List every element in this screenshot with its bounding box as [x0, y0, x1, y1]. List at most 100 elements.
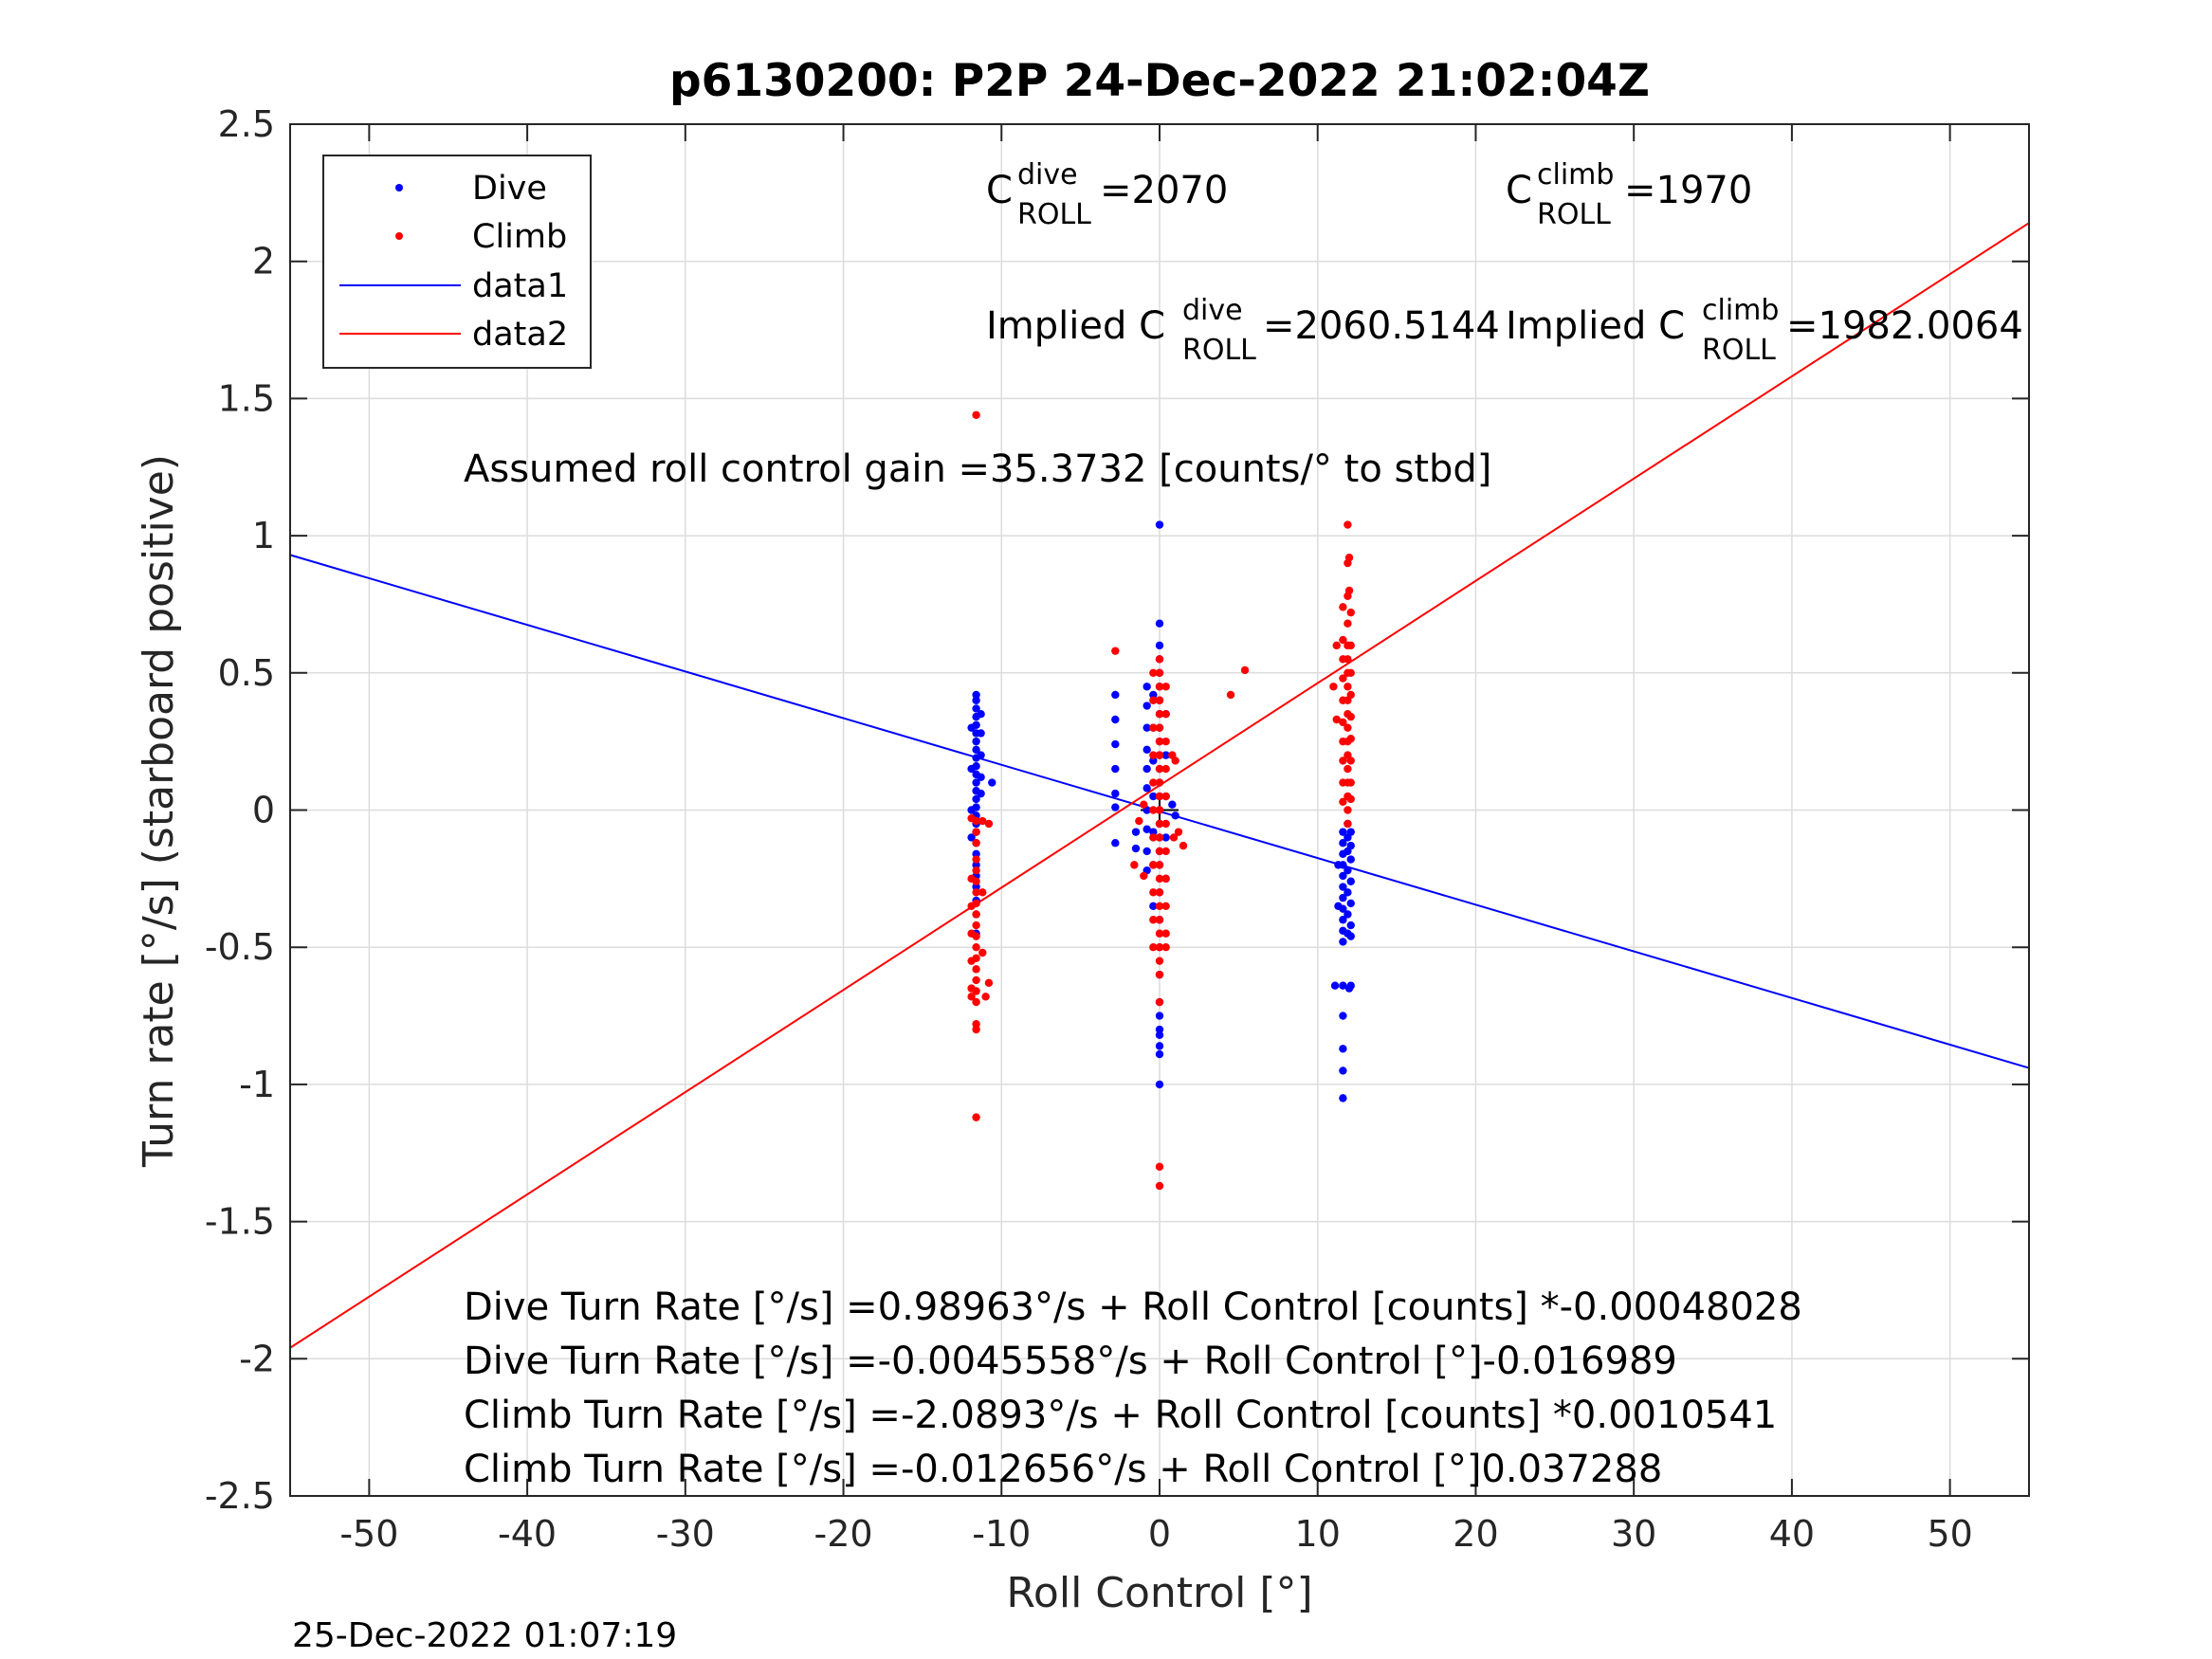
climb-point [1155, 655, 1164, 664]
implied-climb-value: =1982.0064 [1786, 304, 2023, 348]
dive-point [967, 806, 976, 814]
dive-point [1155, 1042, 1164, 1050]
dive-point [972, 745, 980, 755]
climb-point [1130, 861, 1139, 869]
dive-point [1346, 932, 1355, 940]
climb-point [1155, 737, 1164, 746]
c-dive-value: =2070 [1100, 169, 1228, 212]
climb-point [1344, 806, 1352, 814]
dive-point [967, 833, 976, 842]
legend-dive-label: Dive [472, 170, 547, 208]
y-tick-label: -1.5 [205, 1201, 275, 1243]
dive-point [1149, 828, 1158, 836]
climb-point [981, 993, 990, 1001]
dive-point [1143, 745, 1151, 755]
climb-point [1169, 833, 1179, 842]
climb-point [1155, 861, 1164, 869]
climb-point [1161, 929, 1170, 938]
climb-point [1161, 683, 1170, 691]
dive-point [1111, 803, 1120, 811]
dive-point [1131, 828, 1141, 836]
climb-point [1344, 819, 1352, 829]
x-tick-label: -10 [972, 1513, 1031, 1555]
climb-point [967, 902, 976, 910]
climb-point [1155, 710, 1164, 719]
legend-data2-label: data2 [472, 316, 568, 354]
implied-c-roll-climb-annotation: Implied C climb ROLL =1982.0064 [1506, 294, 2023, 367]
dive-point [972, 690, 980, 700]
dive-point [1334, 902, 1343, 910]
climb-point [1135, 816, 1143, 826]
dive-point [1346, 828, 1355, 836]
dive-point [1155, 1012, 1164, 1020]
dive-point [972, 883, 980, 891]
climb-point [978, 816, 987, 826]
dive-point [1346, 899, 1355, 908]
climb-point [1332, 715, 1341, 724]
climb-point [1161, 943, 1170, 952]
climb-point [972, 975, 980, 985]
dive-point [1149, 902, 1158, 910]
c-dive-sup: dive [1017, 158, 1078, 191]
climb-point [1346, 735, 1355, 743]
legend-climb-label: Climb [472, 218, 567, 256]
dive-point [1346, 877, 1355, 885]
climb-point [1161, 902, 1170, 910]
dive-point [1161, 833, 1170, 842]
climb-point [1346, 794, 1355, 804]
climb-point [1174, 828, 1183, 836]
dive-point [1339, 1012, 1347, 1020]
climb-point [1171, 757, 1179, 765]
climb-point [1149, 833, 1158, 842]
y-tick-label: 0 [252, 790, 275, 831]
climb-point [1339, 757, 1347, 765]
climb-point [972, 943, 980, 952]
climb-point [1155, 792, 1164, 801]
climb-point [1161, 847, 1170, 856]
legend-dive-marker [395, 184, 403, 191]
dive-point [1149, 690, 1158, 700]
climb-point [1155, 847, 1164, 856]
dive-point [1111, 789, 1120, 798]
climb-point [1161, 737, 1170, 746]
x-tick-label: -50 [339, 1513, 398, 1555]
x-tick-label: -30 [656, 1513, 715, 1555]
implied-c-roll-dive-annotation: Implied C dive ROLL =2060.5144 [986, 294, 1500, 367]
dive-point [972, 778, 980, 787]
implied-climb-sub: ROLL [1702, 334, 1776, 367]
climb-point [1346, 608, 1355, 617]
x-tick-label: -40 [498, 1513, 557, 1555]
dive-point [977, 751, 985, 759]
climb-point [972, 855, 980, 864]
dive-point [1339, 916, 1347, 924]
implied-dive-sup: dive [1182, 294, 1243, 327]
dive-point [1111, 690, 1120, 700]
dive-point [1339, 981, 1347, 990]
climb-point [1344, 554, 1354, 562]
climb-point [1149, 723, 1158, 732]
dive-point [972, 704, 980, 713]
climb-point [1155, 683, 1164, 691]
climb-point [1155, 997, 1164, 1007]
dive-point [1155, 1049, 1164, 1059]
climb-point [1161, 764, 1170, 774]
climb-point [1344, 586, 1354, 595]
climb-point [967, 984, 976, 993]
dive-point [1111, 715, 1120, 724]
climb-point [1149, 778, 1158, 787]
climb-point [972, 1025, 980, 1034]
y-tick-label: 1.5 [218, 377, 275, 419]
climb-point [1161, 874, 1170, 884]
climb-point [967, 813, 976, 823]
x-tick-labels: -50 -40 -30 -20 -10 0 10 20 30 40 50 [339, 1513, 1972, 1555]
dive-point [1143, 825, 1151, 833]
climb-point [1149, 916, 1158, 924]
climb-point [972, 965, 980, 974]
climb-point [1155, 1162, 1164, 1171]
x-tick-label: 30 [1611, 1513, 1656, 1555]
climb-point [1155, 751, 1164, 759]
dive-point [1143, 702, 1151, 710]
climb-point [1155, 723, 1164, 732]
y-axis-label: Turn rate [°/s] (starboard positive) [135, 454, 183, 1168]
